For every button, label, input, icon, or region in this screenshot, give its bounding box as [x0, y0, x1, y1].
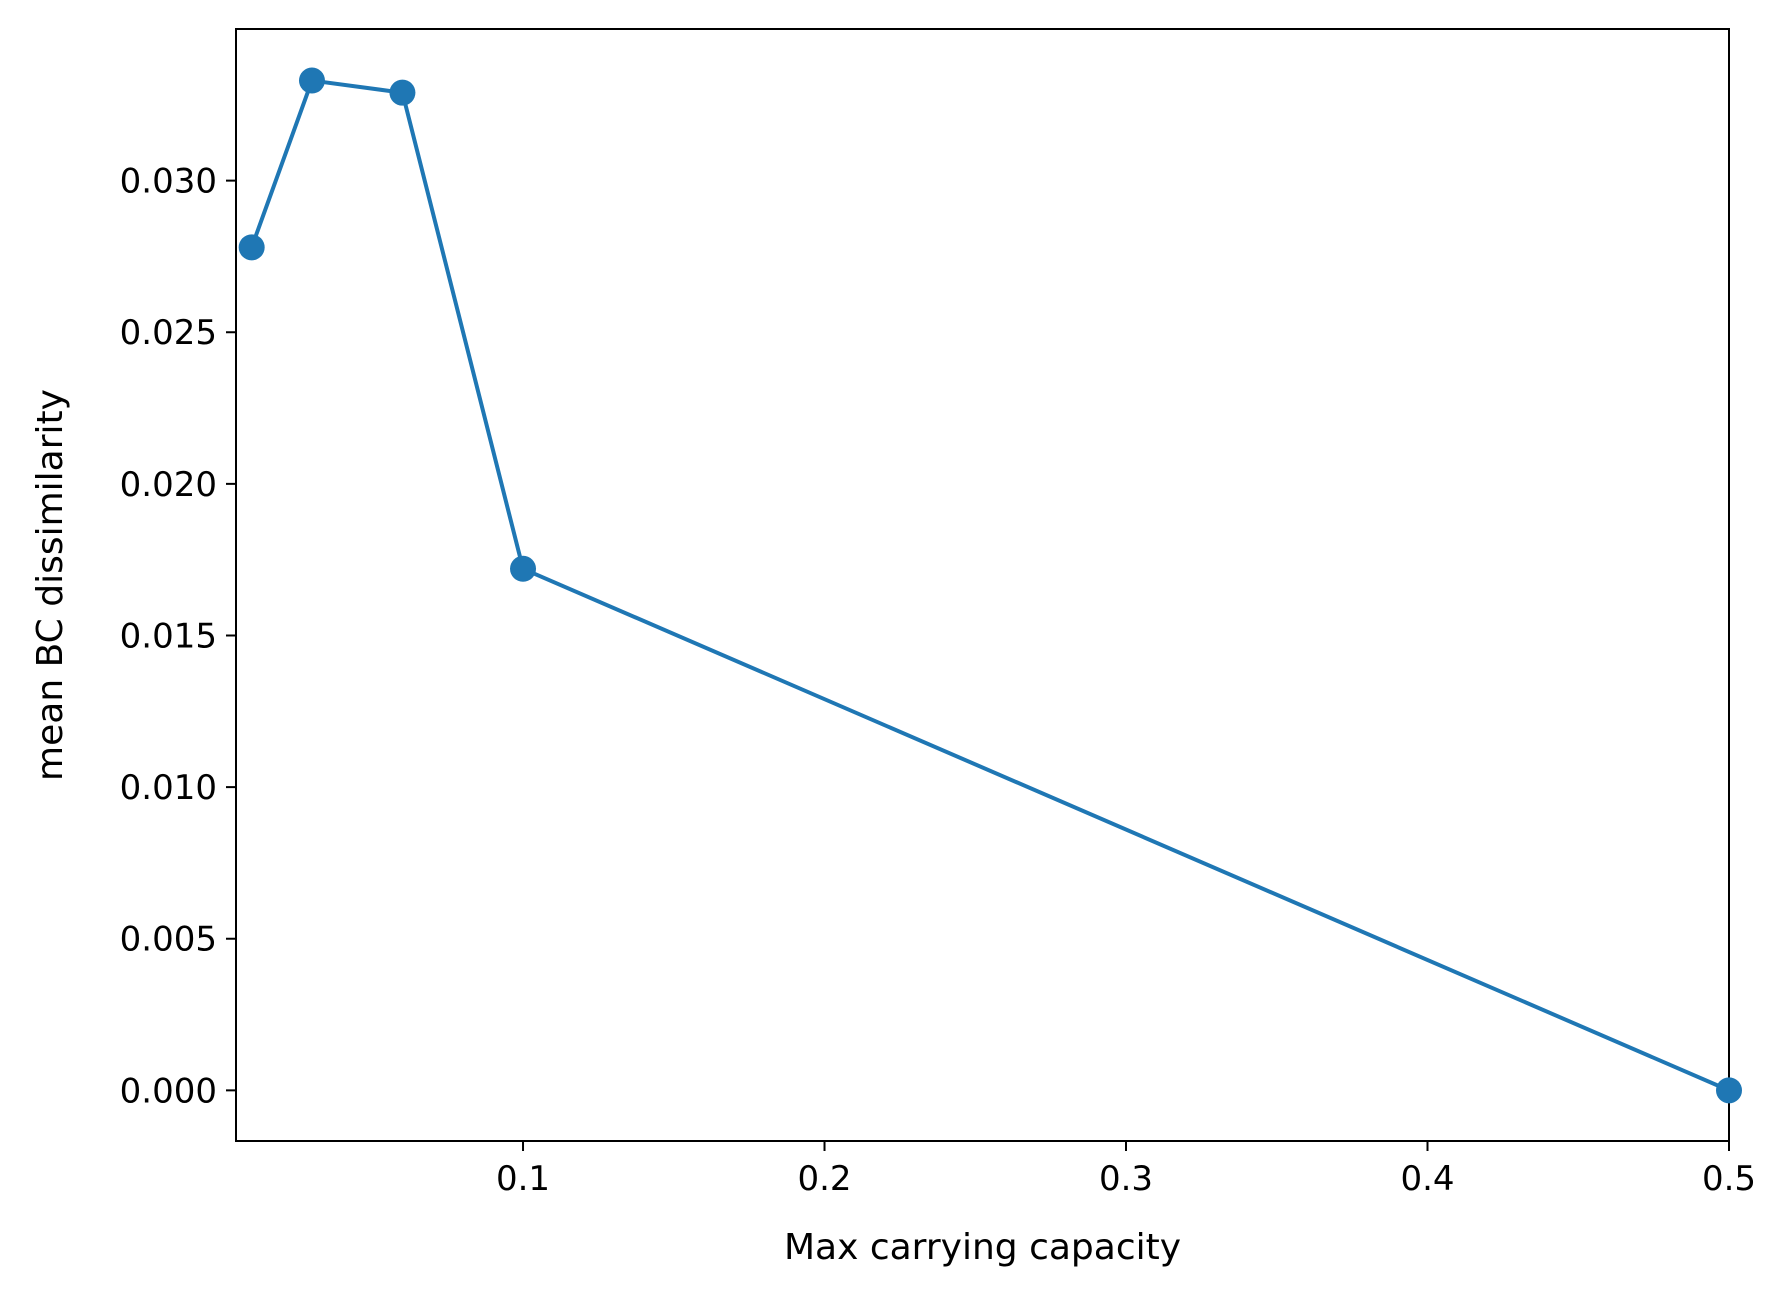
plot-area [235, 28, 1730, 1142]
data-point [389, 79, 416, 106]
y-axis: 0.000 0.005 0.010 0.015 0.020 0.025 0.030 [120, 162, 236, 1111]
plot-frame [235, 28, 1730, 1142]
y-tick-label: 0.030 [120, 162, 217, 202]
y-tick-label: 0.020 [120, 465, 217, 505]
x-axis-label: Max carrying capacity [784, 1227, 1181, 1268]
x-tick-label: 0.1 [496, 1159, 550, 1199]
x-tick-label: 0.3 [1099, 1159, 1153, 1199]
series-line [249, 78, 1730, 1093]
data-point [298, 67, 325, 94]
x-axis: 0.1 0.2 0.3 0.4 0.5 [496, 1141, 1756, 1199]
y-tick-label: 0.000 [120, 1071, 217, 1111]
series-layer [238, 67, 1742, 1104]
data-point [1716, 1077, 1742, 1104]
y-tick-label: 0.025 [120, 313, 217, 353]
x-tick-label: 0.5 [1702, 1159, 1756, 1199]
x-tick-label: 0.2 [797, 1159, 851, 1199]
y-tick-label: 0.010 [120, 768, 217, 808]
data-point [510, 555, 537, 582]
y-axis-label: mean BC dissimilarity [30, 389, 71, 781]
x-tick-label: 0.4 [1400, 1159, 1454, 1199]
y-tick-label: 0.005 [120, 920, 217, 960]
data-point [238, 234, 265, 261]
y-tick-label: 0.015 [120, 616, 217, 656]
